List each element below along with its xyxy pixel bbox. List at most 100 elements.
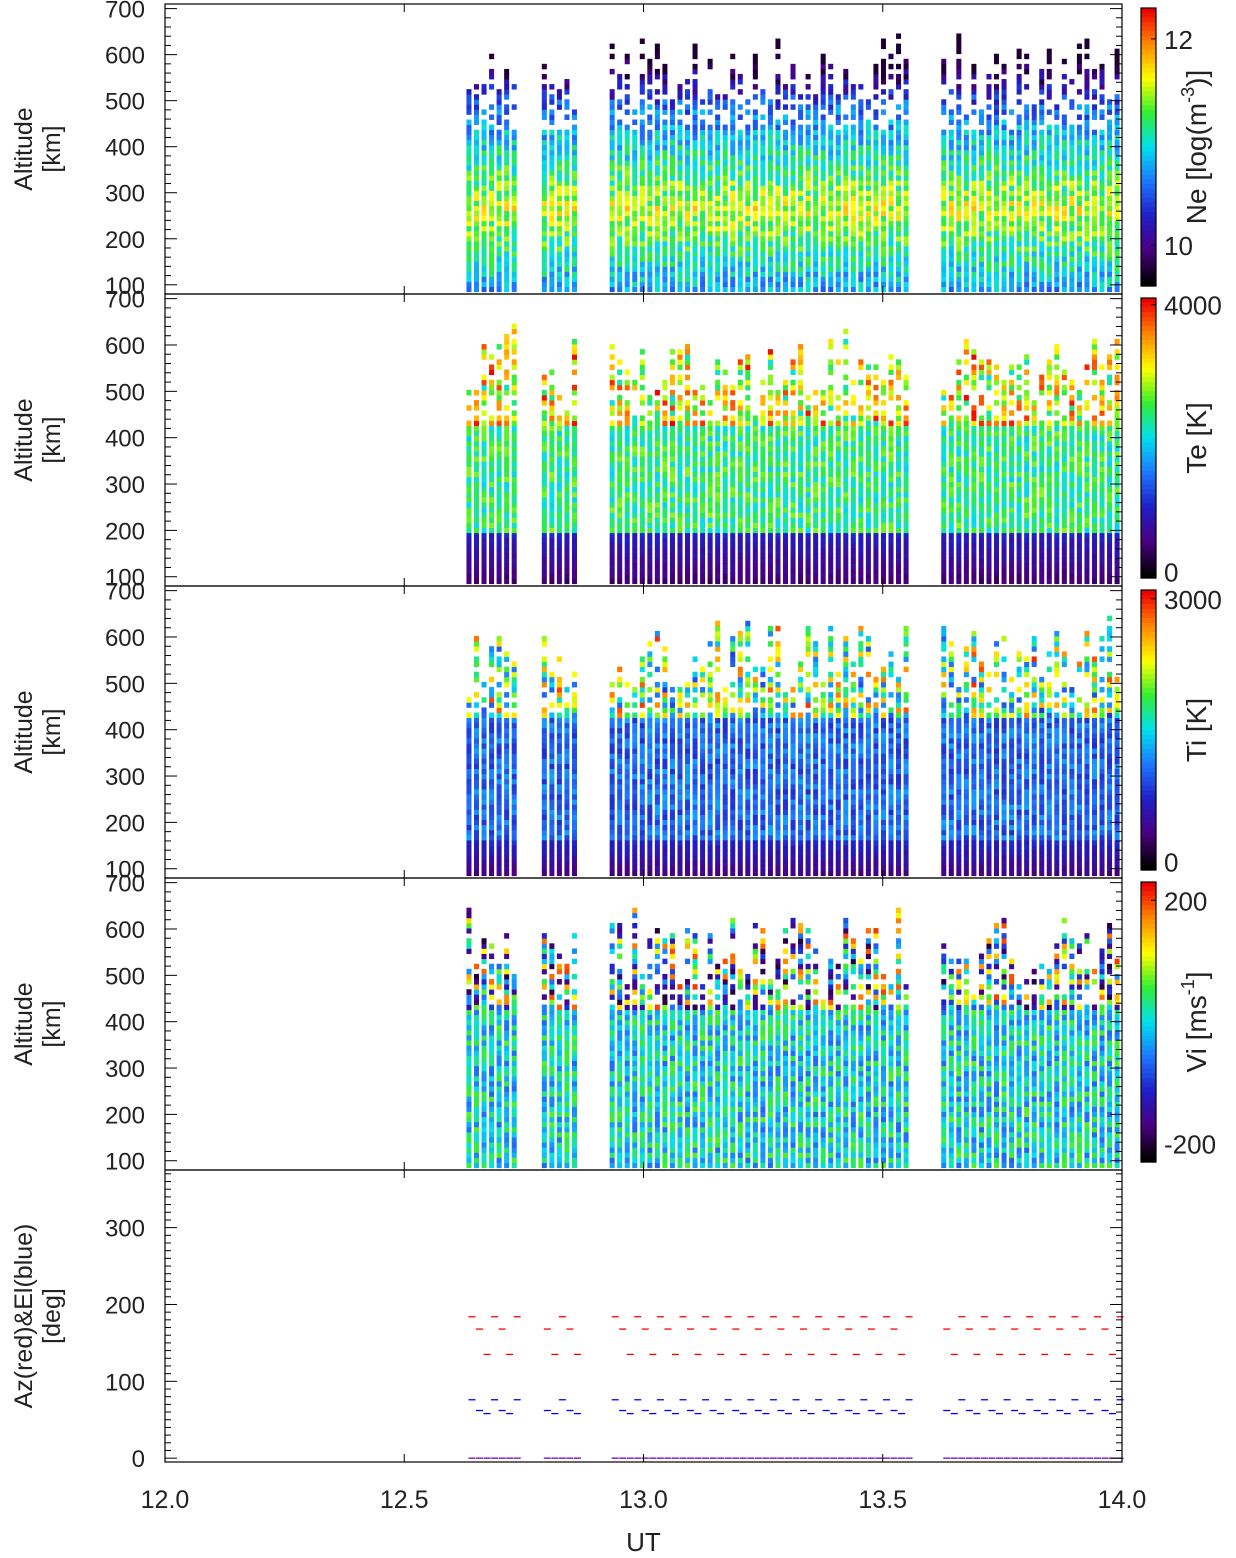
- data-cell: [828, 144, 834, 151]
- data-cell: [564, 225, 570, 232]
- data-cell: [745, 210, 751, 217]
- data-cell: [685, 195, 691, 201]
- data-cell: [1107, 149, 1113, 156]
- data-cell: [782, 170, 789, 176]
- data-cell: [888, 190, 894, 196]
- data-cell: [541, 261, 547, 267]
- data-cell: [1054, 134, 1060, 141]
- data-cell: [1016, 129, 1022, 136]
- data-cell: [489, 435, 495, 442]
- data-cell: [737, 558, 743, 564]
- data-cell: [1114, 73, 1120, 80]
- data-cell: [541, 149, 547, 156]
- data-cell: [556, 568, 562, 574]
- data-cell: [639, 139, 645, 146]
- data-cell: [775, 395, 781, 401]
- data-cell: [1046, 73, 1052, 80]
- data-cell: [722, 369, 728, 376]
- data-cell: [1046, 230, 1052, 237]
- data-cell: [1061, 73, 1067, 80]
- data-cell: [571, 276, 577, 282]
- data-cell: [752, 241, 758, 247]
- data-cell: [1069, 104, 1075, 110]
- data-cell: [767, 154, 773, 161]
- data-cell: [662, 205, 668, 212]
- data-cell: [496, 89, 502, 95]
- data-cell: [843, 568, 849, 574]
- data-cell: [504, 420, 510, 427]
- data-cell: [767, 461, 773, 467]
- data-cell: [1107, 124, 1113, 131]
- data-cell: [745, 185, 751, 191]
- data-cell: [541, 236, 547, 242]
- data-cell: [971, 154, 977, 161]
- data-cell: [571, 435, 577, 442]
- data-cell: [1061, 205, 1067, 212]
- data-cell: [767, 446, 773, 452]
- data-cell: [647, 210, 653, 217]
- data-cell: [775, 170, 781, 176]
- data-cell: [549, 491, 555, 498]
- data-cell: [903, 195, 909, 201]
- data-cell: [617, 563, 623, 569]
- data-cell: [685, 180, 691, 186]
- data-cell: [722, 461, 728, 467]
- data-cell: [790, 542, 796, 549]
- data-cell: [685, 175, 691, 181]
- data-cell: [639, 215, 645, 222]
- data-cell: [948, 286, 954, 293]
- data-cell: [609, 542, 615, 549]
- data-cell: [790, 63, 796, 70]
- data-cell: [1076, 89, 1082, 95]
- data-cell: [1046, 286, 1052, 293]
- data-cell: [835, 537, 841, 544]
- data-cell: [1001, 200, 1007, 207]
- data-cell: [707, 497, 713, 503]
- data-cell: [956, 261, 962, 267]
- data-cell: [865, 502, 871, 508]
- data-cell: [798, 190, 804, 196]
- data-cell: [1107, 139, 1113, 146]
- data-cell: [1054, 109, 1060, 115]
- data-cell: [504, 542, 510, 549]
- data-cell: [858, 139, 864, 146]
- data-cell: [1039, 84, 1045, 90]
- data-cell: [775, 461, 781, 467]
- data-cell: [1046, 154, 1052, 161]
- data-cell: [858, 466, 864, 472]
- data-cell: [873, 180, 879, 186]
- data-cell: [730, 99, 736, 105]
- data-cell: [888, 266, 894, 272]
- data-cell: [820, 261, 826, 267]
- data-cell: [730, 491, 736, 498]
- data-cell: [617, 79, 623, 85]
- data-cell: [564, 471, 570, 478]
- data-cell: [1091, 94, 1097, 100]
- data-cell: [971, 251, 977, 257]
- data-cell: [692, 425, 698, 432]
- data-cell: [541, 114, 547, 120]
- data-cell: [790, 491, 796, 498]
- data-cell: [1001, 99, 1007, 105]
- data-cell: [692, 246, 698, 252]
- data-cell: [489, 558, 495, 564]
- data-cell: [1099, 99, 1105, 105]
- data-cell: [813, 271, 819, 277]
- data-cell: [978, 139, 984, 146]
- data-cell: [662, 507, 668, 513]
- data-cell: [1084, 241, 1090, 247]
- data-cell: [662, 435, 668, 442]
- data-cell: [805, 129, 811, 136]
- data-cell: [782, 410, 789, 416]
- data-cell: [948, 236, 954, 242]
- data-cell: [662, 491, 668, 498]
- data-cell: [624, 486, 630, 493]
- data-cell: [843, 451, 849, 457]
- data-cell: [775, 466, 781, 472]
- data-cell: [994, 200, 1000, 207]
- data-cell: [835, 512, 841, 518]
- data-cell: [1009, 271, 1015, 277]
- data-cell: [511, 491, 517, 498]
- data-cell: [481, 349, 487, 355]
- data-cell: [1016, 276, 1022, 282]
